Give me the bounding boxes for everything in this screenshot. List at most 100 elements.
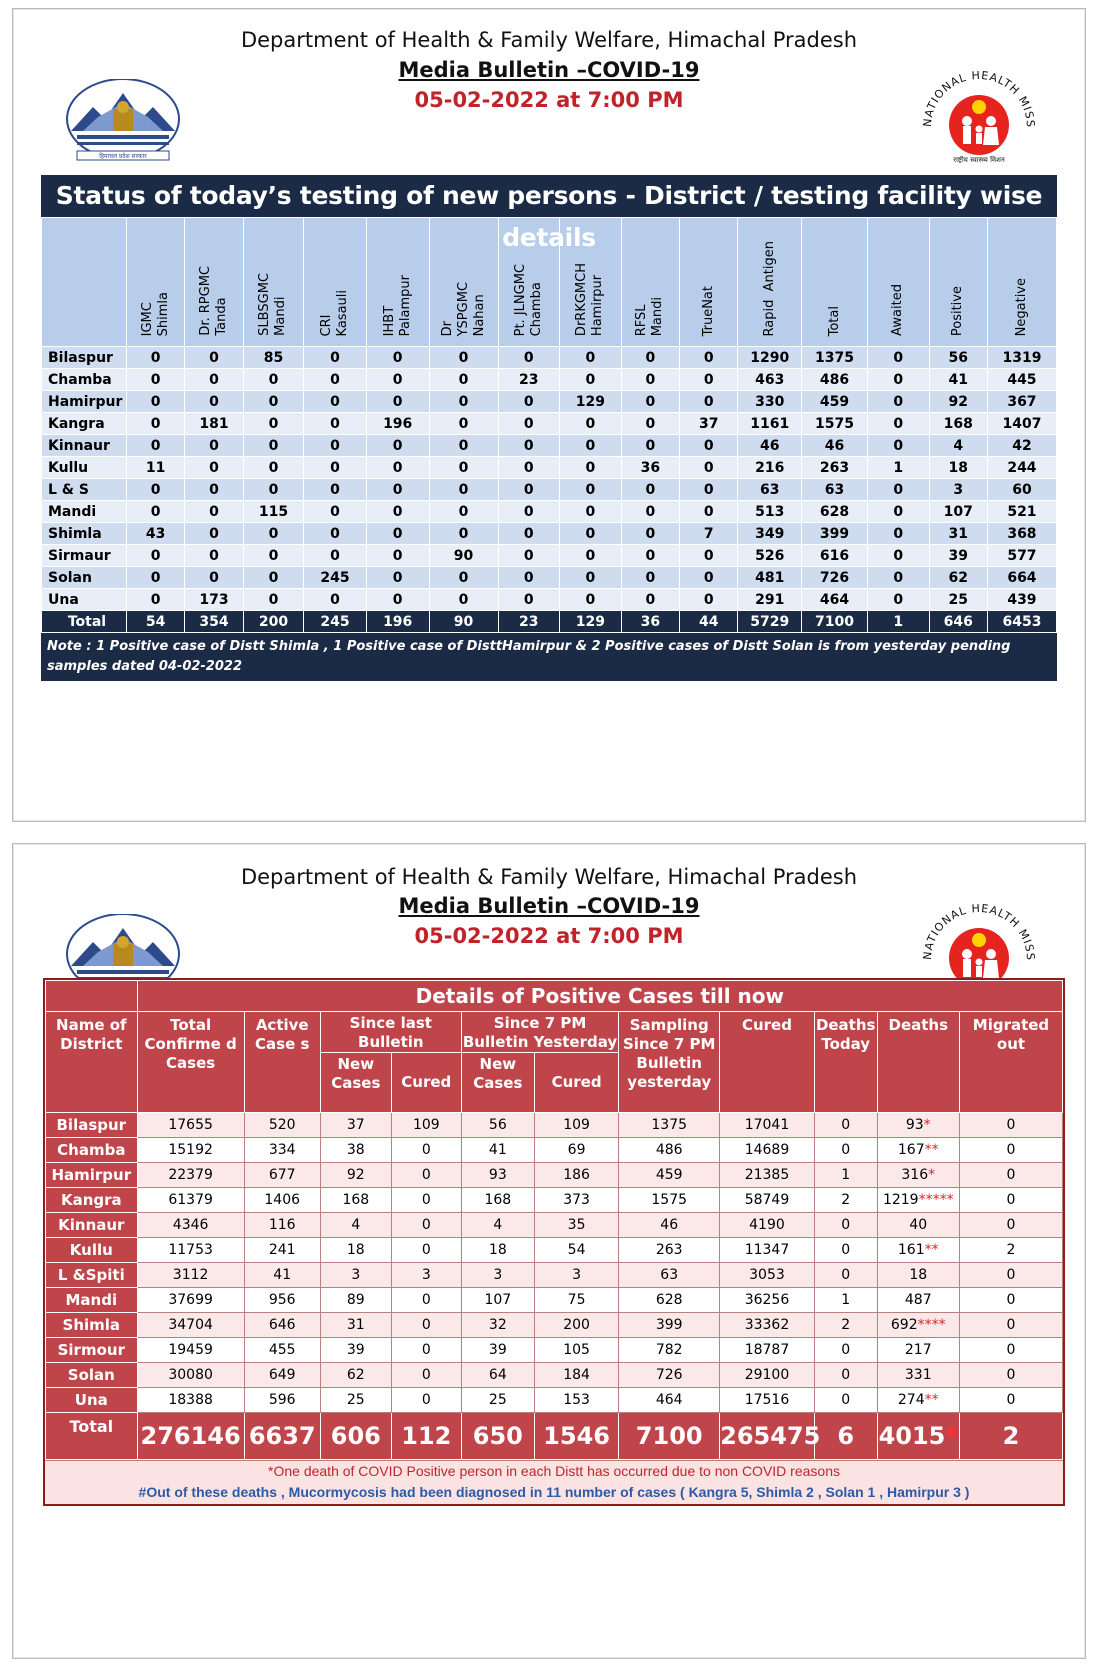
district-name: Hamirpur xyxy=(41,390,127,413)
positive-cell: 29100 xyxy=(719,1362,815,1388)
deaths-cell: 167** xyxy=(876,1137,960,1163)
positive-cell: 956 xyxy=(243,1287,321,1313)
bulletin-datetime: 05-02-2022 at 7:00 PM xyxy=(414,88,684,112)
positive-cell: 22379 xyxy=(136,1162,245,1188)
testing-cell: 62 xyxy=(928,566,988,589)
positive-cell: 455 xyxy=(243,1337,321,1363)
testing-col-header: SLBSGMC Mandi xyxy=(242,217,305,347)
positive-cell: 3 xyxy=(390,1262,462,1288)
testing-cell: 0 xyxy=(365,434,430,457)
positive-cell: 168 xyxy=(319,1187,392,1213)
positive-cell: 41 xyxy=(243,1262,321,1288)
testing-row: Kinnaur 0 0 0 0 0 0 0 0 0 0 46 46 0 4 42 xyxy=(41,434,1058,457)
testing-cell: 0 xyxy=(497,588,561,611)
positive-cell: 35 xyxy=(533,1212,620,1238)
testing-cell: 354 xyxy=(184,610,244,633)
district-name: Kullu xyxy=(45,1237,138,1263)
positive-cell: 32 xyxy=(460,1312,535,1338)
testing-cell: 39 xyxy=(928,544,988,567)
testing-cell: 245 xyxy=(303,566,367,589)
positive-cases-page: Department of Health & Family Welfare, H… xyxy=(12,843,1086,1659)
testing-cell: 664 xyxy=(986,566,1058,589)
testing-cell: 0 xyxy=(559,434,622,457)
testing-cell: 0 xyxy=(365,456,430,479)
testing-cell: 0 xyxy=(365,478,430,501)
positive-cell: 17516 xyxy=(719,1387,815,1413)
positive-table-title: Details of Positive Cases till now xyxy=(136,980,1064,1012)
positive-cell: 0 xyxy=(813,1387,878,1413)
testing-cell: 1407 xyxy=(986,412,1058,435)
deaths-value: 1219 xyxy=(882,1192,919,1208)
positive-cell: 7100 xyxy=(618,1412,721,1460)
deaths-cell: 692**** xyxy=(876,1312,960,1338)
testing-cell: 37 xyxy=(679,412,739,435)
positive-cell: 373 xyxy=(533,1187,620,1213)
positive-cell: 646 xyxy=(243,1312,321,1338)
positive-cell: 0 xyxy=(390,1337,462,1363)
testing-cell: 0 xyxy=(242,368,305,391)
testing-col-header: Negative xyxy=(986,217,1058,347)
migrated-cell: 0 xyxy=(958,1262,1064,1288)
testing-cell: 0 xyxy=(365,390,430,413)
testing-cell: 0 xyxy=(679,478,739,501)
deaths-cell: 217 xyxy=(876,1337,960,1363)
positive-cell: 153 xyxy=(533,1387,620,1413)
positive-cell: 109 xyxy=(533,1112,620,1138)
testing-cell: 0 xyxy=(497,390,561,413)
testing-cell: 0 xyxy=(559,544,622,567)
nhm-logo: NATIONAL HEALTH MISSION राष्ट्रीय स्वास्… xyxy=(917,67,1036,163)
positive-cell: 4346 xyxy=(136,1212,245,1238)
positive-cell: 0 xyxy=(390,1287,462,1313)
positive-cell: 62 xyxy=(319,1362,392,1388)
district-name: Kangra xyxy=(41,412,127,435)
testing-cell: 0 xyxy=(679,434,739,457)
positive-cell: 726 xyxy=(618,1362,721,1388)
migrated-cell: 2 xyxy=(958,1237,1064,1263)
testing-cell: 367 xyxy=(986,390,1058,413)
testing-cell: 0 xyxy=(679,566,739,589)
positive-cell: 31 xyxy=(319,1312,392,1338)
testing-cell: 726 xyxy=(801,566,868,589)
testing-cell: 0 xyxy=(497,434,561,457)
testing-cell: 0 xyxy=(866,346,930,369)
testing-cell: 0 xyxy=(866,544,930,567)
testing-cell: 0 xyxy=(620,522,681,545)
positive-cell: 30080 xyxy=(136,1362,245,1388)
testing-cell: 0 xyxy=(497,478,561,501)
testing-cell: 92 xyxy=(928,390,988,413)
positive-cell: 6637 xyxy=(243,1412,321,1460)
positive-row: L &Spiti 3112 41 3 3 3 3 63 3053 0 18 0 xyxy=(45,1262,1064,1288)
district-name: Kinnaur xyxy=(41,434,127,457)
testing-cell: 0 xyxy=(559,412,622,435)
testing-cell: 628 xyxy=(801,500,868,523)
positive-cell: 39 xyxy=(460,1337,535,1363)
district-name: Kangra xyxy=(45,1187,138,1213)
deaths-footnote-marker: * xyxy=(928,1167,936,1183)
district-name: Hamirpur xyxy=(45,1162,138,1188)
migrated-cell: 0 xyxy=(958,1312,1064,1338)
positive-cell: 6 xyxy=(813,1412,878,1460)
testing-cell: 0 xyxy=(559,588,622,611)
district-name: Mandi xyxy=(41,500,127,523)
positive-cell: 184 xyxy=(533,1362,620,1388)
district-name: Kinnaur xyxy=(45,1212,138,1238)
positive-cell: 92 xyxy=(319,1162,392,1188)
migrated-cell: 0 xyxy=(958,1337,1064,1363)
testing-cell: 0 xyxy=(242,390,305,413)
testing-cell: 646 xyxy=(928,610,988,633)
testing-cell: 0 xyxy=(428,478,499,501)
positive-cell: 0 xyxy=(390,1387,462,1413)
positive-row: Sirmour 19459 455 39 0 39 105 782 18787 0 217 0 xyxy=(45,1337,1064,1363)
positive-cell: 606 xyxy=(319,1412,392,1460)
testing-cell: 445 xyxy=(986,368,1058,391)
testing-cell: 0 xyxy=(365,588,430,611)
testing-cell: 0 xyxy=(125,588,186,611)
positive-cell: 18 xyxy=(460,1237,535,1263)
testing-cell: 349 xyxy=(737,522,803,545)
testing-cell: 0 xyxy=(679,456,739,479)
deaths-cell: 316* xyxy=(876,1162,960,1188)
testing-cell: 0 xyxy=(303,412,367,435)
header-migrated: Migrated out xyxy=(958,1011,1064,1113)
testing-cell: 0 xyxy=(866,566,930,589)
bulletin-title-2: Media Bulletin –COVID-19 xyxy=(398,894,700,918)
